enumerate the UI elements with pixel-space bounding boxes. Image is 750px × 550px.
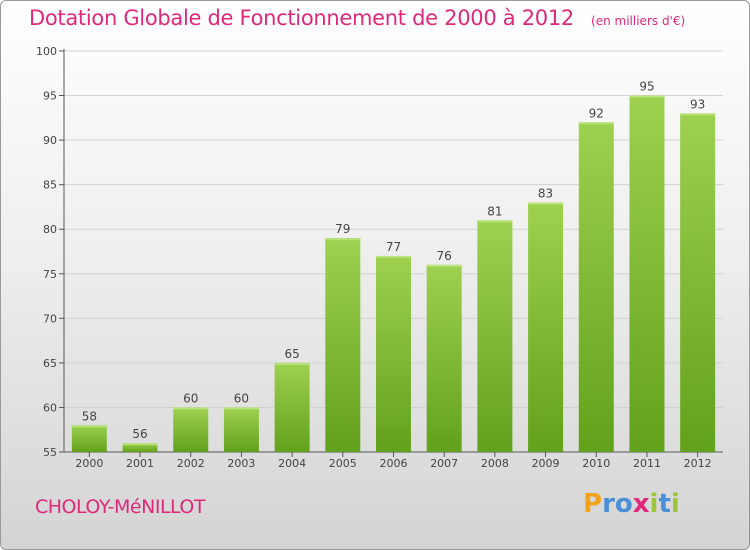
x-tick-label: 2012 <box>684 457 712 470</box>
bar <box>173 407 209 452</box>
data-label: 77 <box>386 240 401 254</box>
logo-letter: P <box>583 489 603 519</box>
bar <box>528 202 564 452</box>
x-tick-label: 2002 <box>177 457 205 470</box>
bar-highlight <box>122 443 158 446</box>
bar-highlight <box>528 202 564 205</box>
chart-title: Dotation Globale de Fonctionnement de 20… <box>29 6 685 30</box>
bar <box>376 255 411 452</box>
bar <box>223 407 259 452</box>
data-label: 79 <box>335 222 350 236</box>
x-tick-label: 2004 <box>278 457 306 470</box>
x-tick-label: 2011 <box>633 457 661 470</box>
y-tick-label: 55 <box>43 446 57 459</box>
data-label: 65 <box>284 347 299 361</box>
x-tick-label: 2003 <box>227 457 255 470</box>
data-label: 56 <box>132 427 147 441</box>
x-tick-label: 2001 <box>126 457 154 470</box>
bar-highlight <box>376 255 411 258</box>
y-tick-label: 80 <box>43 223 57 236</box>
bar-highlight <box>578 122 614 125</box>
bar <box>71 425 107 452</box>
bar <box>680 113 716 452</box>
y-tick-label: 90 <box>43 134 57 147</box>
x-tick-label: 2010 <box>582 457 610 470</box>
bar-highlight <box>325 238 361 241</box>
data-label: 58 <box>82 409 97 423</box>
x-tick-label: 2000 <box>75 457 103 470</box>
logo-letter: i <box>649 489 659 519</box>
y-tick-label: 85 <box>43 179 57 192</box>
bar-highlight <box>274 362 310 365</box>
bar-highlight <box>426 264 462 267</box>
logo-letter: o <box>614 489 633 519</box>
x-tick-label: 2008 <box>481 457 509 470</box>
bar-highlight <box>223 407 259 410</box>
logo-letter: t <box>658 489 671 519</box>
y-tick-label: 100 <box>36 45 57 58</box>
y-tick-label: 65 <box>43 357 57 370</box>
data-label: 60 <box>234 391 249 405</box>
data-label: 76 <box>437 249 452 263</box>
x-tick-label: 2009 <box>532 457 560 470</box>
bar-highlight <box>173 407 209 410</box>
bar <box>477 220 513 452</box>
labels: 58 2000 56 2001 60 2002 60 2003 65 2004 79 2005 77 20… <box>75 80 711 470</box>
logo-letter: r <box>602 489 615 519</box>
data-label: 83 <box>538 186 553 200</box>
y-tick-label: 70 <box>43 312 57 325</box>
bar <box>426 264 462 452</box>
y-tick-label: 60 <box>43 401 57 414</box>
bar <box>122 443 158 452</box>
bar <box>325 238 361 452</box>
data-label: 95 <box>639 80 654 94</box>
chart-title-text: Dotation Globale de Fonctionnement de 20… <box>29 6 574 30</box>
bar-highlight <box>71 425 107 428</box>
bar <box>274 362 310 452</box>
data-label: 92 <box>589 106 604 120</box>
bar-highlight <box>629 95 665 98</box>
x-tick-label: 2005 <box>329 457 357 470</box>
chart-unit: (en milliers d'€) <box>591 14 686 28</box>
commune-name: CHOLOY-MéNILLOT <box>35 496 206 518</box>
y-tick-label: 95 <box>43 90 57 103</box>
x-tick-label: 2006 <box>380 457 408 470</box>
bar <box>578 122 614 453</box>
y-tick-label: 75 <box>43 268 57 281</box>
data-label: 60 <box>183 391 198 405</box>
x-tick-label: 2007 <box>430 457 458 470</box>
bars <box>71 95 716 453</box>
data-label: 93 <box>690 97 705 111</box>
logo-letter: i <box>670 489 680 519</box>
data-label: 81 <box>487 204 502 218</box>
proxiti-logo: Proxiti <box>583 489 680 519</box>
bar-highlight <box>680 113 716 116</box>
bar-highlight <box>477 220 513 223</box>
logo-letter: x <box>632 489 650 519</box>
bar <box>629 95 665 453</box>
